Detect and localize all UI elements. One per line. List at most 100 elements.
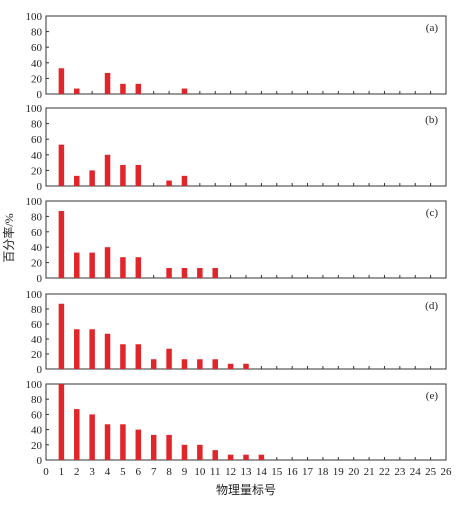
x-tick-label: 3 xyxy=(89,466,95,478)
x-tick-label: 10 xyxy=(194,466,206,478)
y-tick-label: 100 xyxy=(26,196,43,208)
bar xyxy=(74,175,80,186)
bar xyxy=(58,384,65,460)
bar xyxy=(74,409,80,460)
bar xyxy=(166,180,172,186)
bar xyxy=(74,252,80,278)
panel-label: (a) xyxy=(426,22,439,34)
bar xyxy=(181,267,188,278)
x-tick-label: 26 xyxy=(441,466,453,478)
y-tick-label: 40 xyxy=(31,150,43,162)
bar xyxy=(89,252,95,278)
bar xyxy=(258,454,265,460)
x-tick-label: 6 xyxy=(136,466,142,478)
bar xyxy=(243,454,249,460)
y-tick-label: 40 xyxy=(31,425,43,437)
y-tick-label: 20 xyxy=(31,165,43,177)
y-tick-label: 60 xyxy=(31,319,43,331)
bar xyxy=(150,434,157,460)
bar xyxy=(166,267,172,278)
bar xyxy=(197,444,203,460)
x-axis-tick-labels: 0 1 2 3 4 5 6 7 8 9 10 11 12 13 14 15 16 17 18 19 20 21 22 23 24… xyxy=(43,466,452,478)
bar xyxy=(150,359,157,369)
bar xyxy=(120,424,126,460)
bar xyxy=(135,83,142,94)
y-tick-label: 0 xyxy=(37,89,43,101)
x-tick-label: 23 xyxy=(394,466,406,478)
y-tick-label: 40 xyxy=(31,334,43,346)
y-tick-label: 60 xyxy=(31,227,43,239)
y-tick-label: 80 xyxy=(31,27,43,39)
bar xyxy=(166,434,172,460)
x-tick-label: 12 xyxy=(225,466,236,478)
panel-a: 0 20 40 60 80 100 (a) xyxy=(26,11,447,101)
y-tick-label: 20 xyxy=(31,440,43,452)
bar xyxy=(89,329,95,369)
x-tick-label: 5 xyxy=(120,466,126,478)
y-tick-label: 60 xyxy=(31,409,43,421)
y-tick-label: 100 xyxy=(26,289,43,301)
x-tick-label: 19 xyxy=(333,466,345,478)
x-tick-label: 11 xyxy=(210,466,221,478)
bar xyxy=(197,359,203,369)
bar xyxy=(74,329,80,369)
bar xyxy=(227,454,234,460)
y-tick-label: 100 xyxy=(26,379,43,391)
y-tick-label: 40 xyxy=(31,58,43,70)
panel-label: (d) xyxy=(425,300,438,312)
x-tick-label: 4 xyxy=(105,466,111,478)
x-tick-label: 18 xyxy=(317,466,329,478)
y-tick-label: 20 xyxy=(31,349,43,361)
x-tick-label: 7 xyxy=(151,466,157,478)
bar xyxy=(120,257,126,278)
panel-label: (c) xyxy=(426,207,439,219)
y-tick-label: 40 xyxy=(31,242,43,254)
y-tick-label: 80 xyxy=(31,119,43,131)
bar xyxy=(58,211,65,278)
y-tick-label: 20 xyxy=(31,73,43,85)
x-tick-label: 24 xyxy=(410,466,422,478)
bar xyxy=(212,267,218,278)
x-axis-title: 物理量标号 xyxy=(216,483,276,497)
y-tick-label: 0 xyxy=(37,455,43,467)
x-tick-label: 15 xyxy=(271,466,283,478)
y-tick-label: 100 xyxy=(26,103,43,115)
bar xyxy=(104,333,111,369)
bar xyxy=(212,450,218,460)
bar xyxy=(212,359,218,369)
bar xyxy=(104,247,111,278)
bar xyxy=(89,170,95,186)
y-tick-label: 60 xyxy=(31,42,43,54)
bar xyxy=(181,444,188,460)
y-tick-label: 0 xyxy=(37,364,43,376)
bar xyxy=(227,363,234,369)
x-tick-label: 14 xyxy=(256,466,268,478)
bar xyxy=(104,72,111,94)
y-tick-label: 60 xyxy=(31,134,43,146)
y-tick-label: 80 xyxy=(31,304,43,316)
x-tick-label: 8 xyxy=(166,466,172,478)
bar xyxy=(243,363,249,369)
x-tick-label: 2 xyxy=(74,466,80,478)
bar xyxy=(120,164,126,186)
y-tick-label: 100 xyxy=(26,11,43,23)
bar xyxy=(197,267,203,278)
bar xyxy=(120,344,126,369)
bar xyxy=(135,344,142,369)
x-tick-label: 0 xyxy=(43,466,49,478)
bar xyxy=(135,257,142,278)
bar xyxy=(181,88,188,94)
panel-e: 0 20 40 60 80 100 (e) xyxy=(26,379,447,467)
bar xyxy=(135,429,142,460)
x-tick-label: 21 xyxy=(364,466,375,478)
x-tick-label: 13 xyxy=(241,466,253,478)
panel-label: (e) xyxy=(426,390,439,402)
panel-c: 0 20 40 60 80 100 (c) xyxy=(26,196,447,285)
panel-label: (b) xyxy=(425,114,438,126)
bar xyxy=(89,414,95,460)
y-tick-label: 80 xyxy=(31,394,43,406)
chart-panels: 0 20 40 60 80 100 (a) 0 20 40 60 80 100 (b) 0 20 40 60 80 1… xyxy=(26,11,447,467)
bar xyxy=(58,303,65,369)
bar xyxy=(166,348,172,369)
